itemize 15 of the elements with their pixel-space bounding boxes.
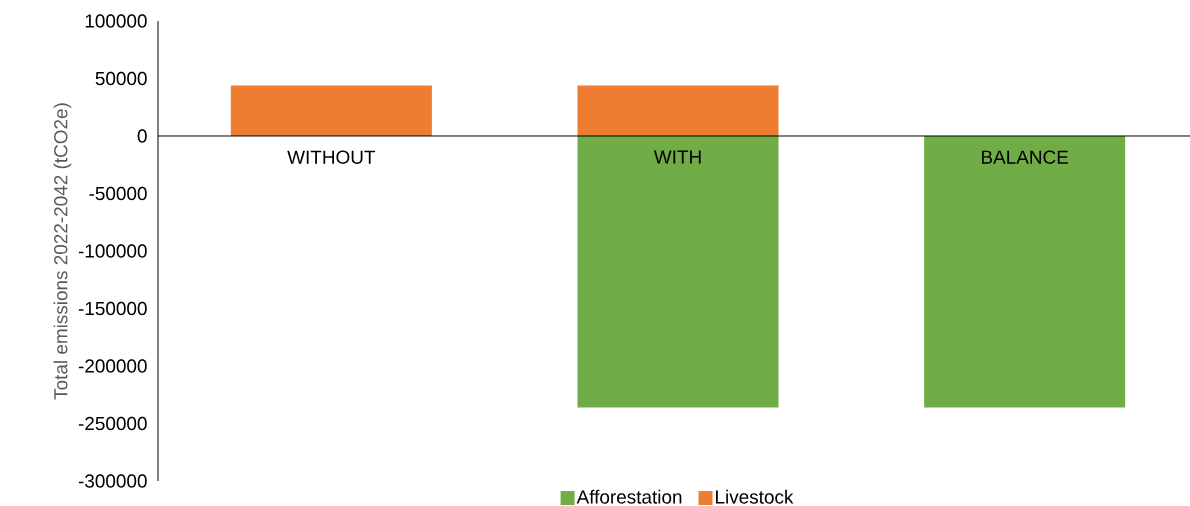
- y-tick-label: -150000: [78, 301, 147, 316]
- y-tick-label: 0: [137, 129, 147, 143]
- y-axis-title: Total emissions 2022-2042 (tCO2e): [53, 103, 72, 400]
- x-tick-label: WITH: [653, 150, 701, 164]
- y-tick-label: -200000: [78, 359, 147, 373]
- x-tick-label: WITHOUT: [287, 150, 376, 164]
- y-tick-label: -50000: [89, 186, 147, 201]
- y-tick-label: -250000: [78, 416, 147, 431]
- legend-label: Afforestation: [576, 489, 682, 504]
- legend-label: Livestock: [716, 489, 794, 504]
- x-tick-label: BALANCE: [982, 150, 1069, 164]
- y-tick-label: -100000: [78, 244, 147, 258]
- y-tick-label: 100000: [85, 14, 147, 28]
- y-tick-label: 50000: [95, 71, 147, 86]
- y-tick-label: -300000: [78, 474, 147, 488]
